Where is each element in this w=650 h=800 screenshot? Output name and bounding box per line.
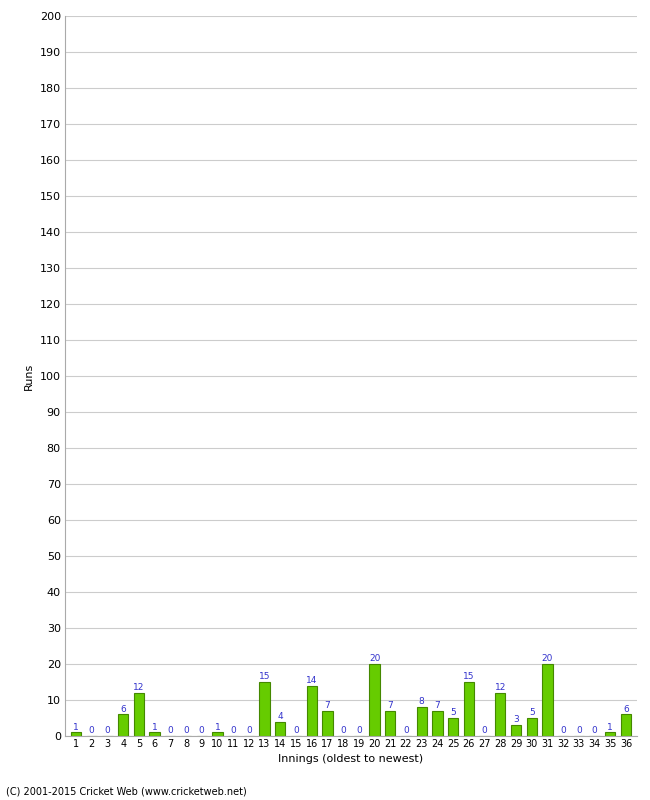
Bar (134, 693, 144, 736)
Text: 0: 0 (246, 726, 252, 735)
Bar (605, 733, 616, 736)
Text: 6: 6 (623, 705, 629, 714)
Text: 15: 15 (463, 672, 474, 682)
Bar (526, 718, 537, 736)
X-axis label: Innings (oldest to newest): Innings (oldest to newest) (278, 754, 424, 764)
Bar (542, 664, 552, 736)
Text: 0: 0 (356, 726, 362, 735)
Text: 7: 7 (387, 701, 393, 710)
Bar (495, 693, 506, 736)
Text: 0: 0 (592, 726, 597, 735)
Text: 1: 1 (73, 722, 79, 732)
Text: 12: 12 (133, 683, 144, 692)
Bar (621, 714, 631, 736)
Text: 5: 5 (529, 708, 534, 718)
Text: 7: 7 (324, 701, 330, 710)
Bar (369, 664, 380, 736)
Text: 14: 14 (306, 676, 317, 685)
Text: 6: 6 (120, 705, 126, 714)
Text: 0: 0 (230, 726, 236, 735)
Text: 0: 0 (560, 726, 566, 735)
Bar (118, 714, 128, 736)
Bar (150, 733, 160, 736)
Text: 0: 0 (183, 726, 189, 735)
Bar (511, 726, 521, 736)
Bar (259, 682, 270, 736)
Text: 15: 15 (259, 672, 270, 682)
Text: 5: 5 (450, 708, 456, 718)
Text: 8: 8 (419, 698, 424, 706)
Text: 3: 3 (513, 715, 519, 725)
Text: 20: 20 (541, 654, 553, 663)
Text: (C) 2001-2015 Cricket Web (www.cricketweb.net): (C) 2001-2015 Cricket Web (www.cricketwe… (6, 786, 247, 796)
Text: 0: 0 (482, 726, 488, 735)
Bar (322, 711, 333, 736)
Bar (307, 686, 317, 736)
Bar (213, 733, 222, 736)
Text: 0: 0 (89, 726, 95, 735)
Bar (275, 722, 285, 736)
Text: 0: 0 (403, 726, 409, 735)
Text: 7: 7 (435, 701, 440, 710)
Bar (432, 711, 443, 736)
Text: 1: 1 (151, 722, 157, 732)
Bar (463, 682, 474, 736)
Text: 0: 0 (199, 726, 205, 735)
Text: 12: 12 (495, 683, 506, 692)
Bar (448, 718, 458, 736)
Text: 4: 4 (278, 712, 283, 721)
Bar (385, 711, 395, 736)
Text: 0: 0 (576, 726, 582, 735)
Text: 0: 0 (105, 726, 111, 735)
Text: 1: 1 (607, 722, 613, 732)
Text: 20: 20 (369, 654, 380, 663)
Text: 0: 0 (340, 726, 346, 735)
Bar (417, 707, 427, 736)
Text: 0: 0 (168, 726, 173, 735)
Y-axis label: Runs: Runs (24, 362, 34, 390)
Text: 1: 1 (214, 722, 220, 732)
Text: 0: 0 (293, 726, 299, 735)
Bar (71, 733, 81, 736)
